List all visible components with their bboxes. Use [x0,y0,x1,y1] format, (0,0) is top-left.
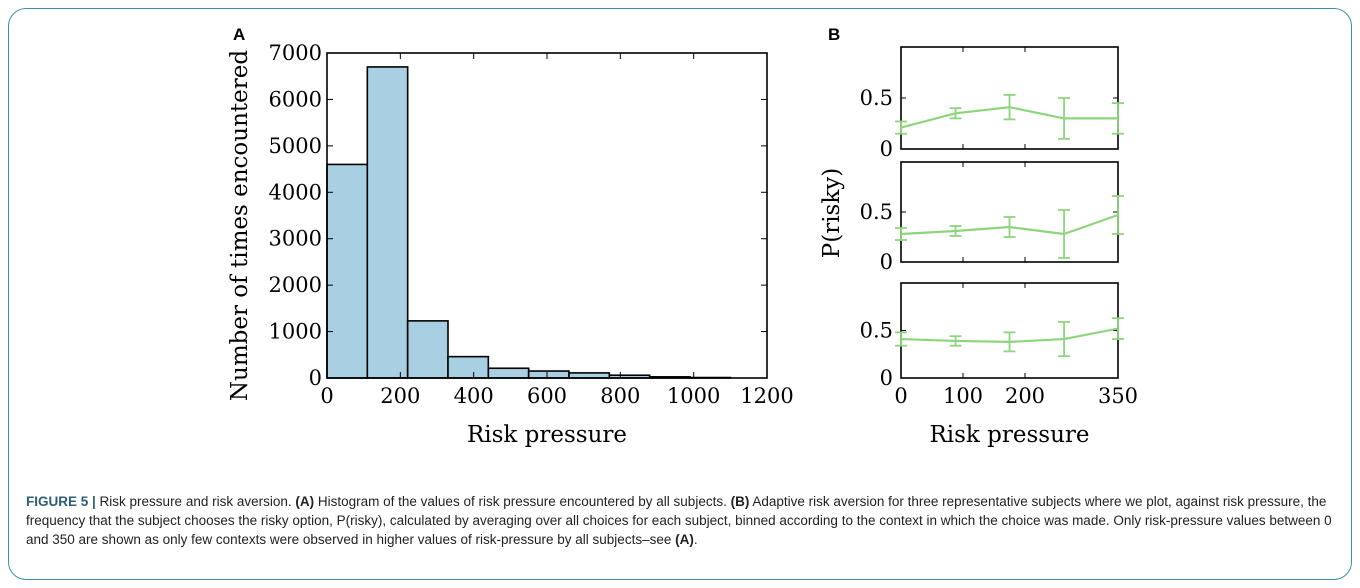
histogram-bar [366,66,409,379]
histogram-bar [326,163,369,379]
panel-a-letter: A [233,25,245,44]
x-tick-label: 0 [894,384,907,408]
subject-plot-1: 00.5 [860,46,1124,161]
y-axis-label: P(risky) [819,168,845,259]
x-tick-label: 200 [380,384,420,408]
caption-text-1: Risk pressure and risk aversion. [95,494,296,509]
histogram-panel: 0 200 400 600 800 1000 1200 0 1000 2000 3000 4000 50… [227,41,794,448]
caption-text-2: Histogram of the values of risk pressure… [314,494,731,509]
x-tick-label: 100 [943,384,983,408]
caption-ref-b: (B) [730,494,750,509]
y-tick-label: 0 [880,137,893,161]
y-tick-label: 0.5 [860,200,893,224]
figure-caption: FIGURE 5 | Risk pressure and risk aversi… [26,492,1338,549]
x-tick-label: 400 [454,384,494,408]
caption-ref-a2: (A) [675,532,694,547]
histogram-bar [527,370,570,379]
histogram-bar [447,355,490,379]
y-tick-label: 0 [880,250,893,274]
x-tick-label: 200 [1005,384,1045,408]
y-tick-label: 5000 [269,134,322,158]
x-tick-label: 1200 [740,384,793,408]
y-tick-label: 0 [880,366,893,390]
subject-plot-3: 00.5 [860,282,1124,390]
caption-label: FIGURE 5 | [26,494,96,509]
x-tick-label: 0 [320,384,333,408]
subplot-axes-frame [900,282,1119,379]
y-tick-label: 3000 [269,227,322,251]
y-tick-label: 6000 [269,87,322,111]
x-tick-label: 600 [527,384,567,408]
histogram-bar [406,320,449,379]
histogram-bar [487,367,530,379]
figure-frame [8,8,1352,580]
panel-b-letter: B [828,25,840,44]
caption-text-4: . [693,532,698,547]
x-axis-label: Risk pressure [929,422,1089,448]
x-axis-label: Risk pressure [467,422,627,448]
y-tick-label: 1000 [269,320,322,344]
y-tick-label: 0.5 [860,86,893,110]
y-tick-label: 0 [309,366,322,390]
x-tick-label: 350 [1098,384,1138,408]
y-tick-label: 7000 [269,41,322,65]
y-tick-label: 4000 [269,180,322,204]
subplot-axes-frame [900,161,1119,263]
caption-text-3: Adaptive risk aversion for three represe… [26,494,1332,547]
y-tick-label: 0.5 [860,319,893,343]
caption-ref-a: (A) [295,494,315,509]
y-tick-label: 2000 [269,273,322,297]
y-axis-label: Number of times encountered [227,50,253,401]
subject-plot-2: 00.5 [860,161,1124,274]
x-tick-label: 800 [600,384,640,408]
x-tick-label: 1000 [667,384,720,408]
